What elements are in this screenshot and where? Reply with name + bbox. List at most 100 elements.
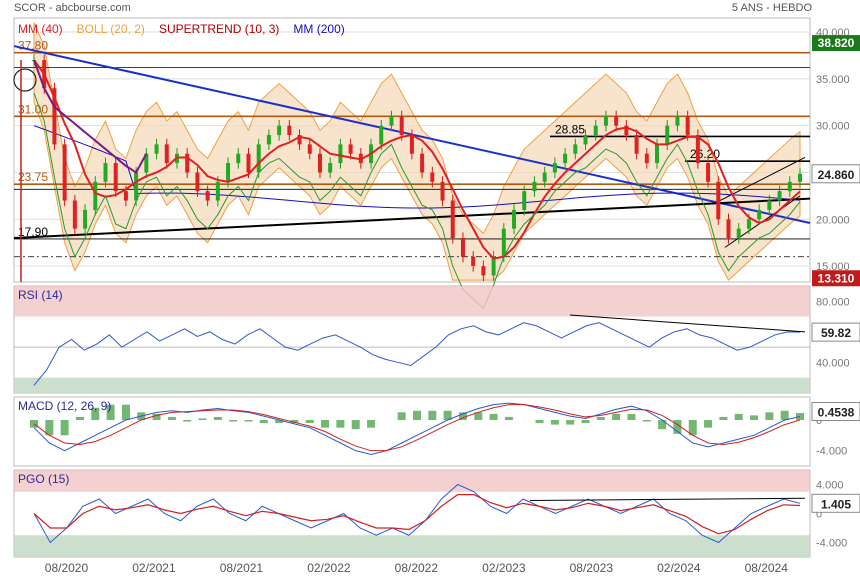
x-tick-label: 08/2023 (570, 561, 614, 575)
macd-title: MACD (12, 26, 9) (18, 399, 111, 413)
macd-histogram-bar (167, 416, 176, 420)
period-label: 5 ANS - HEBDO (731, 2, 812, 14)
price-candle (736, 228, 741, 238)
price-candle (777, 191, 782, 201)
pgo-high-zone (14, 470, 810, 492)
mm200-line (33, 125, 801, 209)
price-candle (706, 163, 711, 182)
price-candle (256, 144, 261, 173)
price-candle (226, 163, 231, 182)
price-candle (634, 135, 639, 154)
x-tick-label: 08/2024 (745, 561, 789, 575)
legend-item: SUPERTREND (10, 3) (159, 22, 279, 36)
pgo-y-tick-label: -4.000 (816, 538, 847, 550)
level-label: 28.85 (555, 122, 585, 136)
price-candle (430, 172, 435, 182)
price-candle (348, 144, 353, 154)
macd-histogram-bar (535, 420, 544, 424)
macd-histogram-bar (305, 420, 314, 424)
price-candle (113, 163, 118, 192)
price-candle (205, 191, 210, 201)
macd-histogram-bar (765, 412, 774, 420)
macd-histogram-bar (780, 410, 789, 420)
price-candle (532, 181, 537, 192)
macd-histogram-bar (704, 420, 713, 428)
price-candle (685, 116, 690, 136)
price-candle (409, 135, 414, 154)
x-tick-label: 02/2022 (307, 561, 351, 575)
price-candle (726, 219, 731, 238)
price-candle (716, 181, 721, 220)
macd-histogram-bar (550, 420, 559, 425)
pgo-signal-line (33, 494, 801, 535)
price-candle (501, 228, 506, 257)
pgo-low-zone (14, 535, 810, 557)
price-y-tick-label: 15.000 (816, 261, 850, 273)
rsi-overbought-zone (14, 286, 810, 317)
macd-histogram-bar (688, 420, 697, 436)
rsi-y-tick-label: 80.000 (816, 296, 850, 308)
macd-histogram-bar (627, 413, 636, 420)
price-candle (103, 163, 108, 182)
pgo-value-tag: 1.405 (821, 497, 851, 511)
high-price-tag-bg (812, 35, 860, 52)
pgo-value-tag-bg (811, 493, 860, 513)
last-price-tag: 24.860 (818, 168, 855, 182)
rsi-line (33, 322, 801, 386)
price-candle (787, 181, 792, 192)
price-candle (491, 256, 496, 276)
price-candle (389, 116, 394, 126)
macd-y-tick-label: -4.000 (816, 446, 847, 458)
macd-value-tag: 0.4538 (818, 406, 855, 420)
macd-histogram-bar (443, 410, 452, 420)
price-candle (317, 153, 322, 173)
price-candle (379, 125, 384, 145)
price-candle (746, 219, 751, 229)
legend-item: MM (200) (293, 22, 344, 36)
high-price-tag: 38.820 (818, 36, 855, 50)
macd-histogram-bar (750, 415, 759, 420)
price-candle (460, 238, 465, 257)
macd-histogram-bar (198, 418, 207, 420)
price-candle (583, 135, 588, 145)
macd-histogram-bar (275, 420, 284, 424)
macd-histogram-bar (642, 420, 651, 422)
macd-histogram-bar (581, 420, 590, 424)
price-candle (246, 153, 251, 173)
price-candle (72, 200, 77, 229)
price-candle (655, 144, 660, 164)
low-price-tag: 13.310 (818, 271, 855, 285)
price-candle (624, 125, 629, 136)
last-price-tag-bg (811, 164, 860, 184)
macd-histogram-bar (244, 420, 253, 422)
macd-histogram-bar (719, 416, 728, 420)
level-label: 23.75 (18, 170, 48, 184)
legend-item: BOLL (20, 2) (77, 22, 145, 36)
macd-histogram-bar (734, 413, 743, 420)
macd-histogram-bar (351, 420, 360, 430)
macd-histogram-bar (259, 420, 268, 424)
price-candle (154, 144, 159, 154)
macd-histogram-bar (504, 416, 513, 420)
x-tick-label: 02/2021 (132, 561, 176, 575)
price-candle (399, 116, 404, 136)
pgo-y-tick-label: 0 (816, 509, 822, 521)
source-label: SCOR - abcbourse.com (14, 2, 131, 14)
price-y-tick-label: 30.000 (816, 121, 850, 133)
macd-line (33, 402, 801, 456)
macd-histogram-bar (75, 416, 84, 420)
macd-histogram-bar (474, 412, 483, 420)
price-candle (338, 144, 343, 164)
price-candle (62, 144, 67, 201)
x-tick-label: 08/2021 (220, 561, 264, 575)
level-label: 31.00 (18, 102, 48, 116)
price-candle (297, 135, 302, 145)
price-candle (440, 181, 445, 201)
price-candle (644, 153, 649, 164)
price-y-tick-label: 20.000 (816, 214, 850, 226)
price-candle (195, 172, 200, 192)
macd-histogram-bar (229, 420, 238, 422)
price-candle (603, 116, 608, 126)
price-candle (563, 153, 568, 164)
